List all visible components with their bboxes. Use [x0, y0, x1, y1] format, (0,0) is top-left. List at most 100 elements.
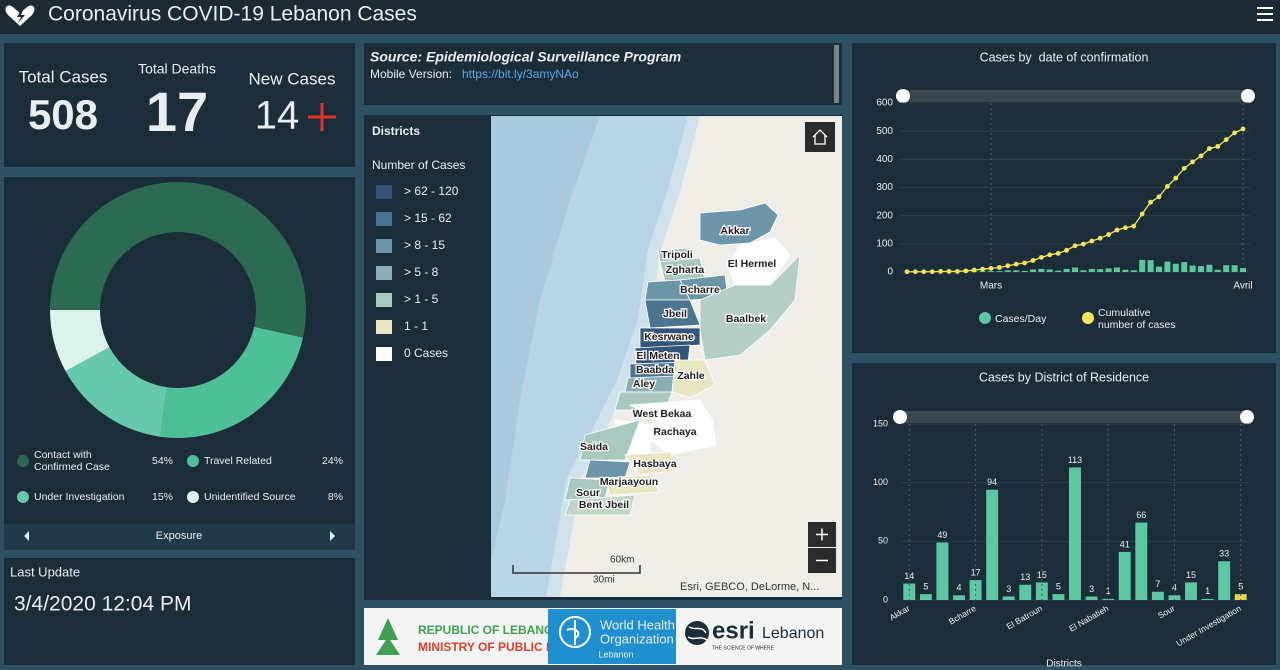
bar: [1055, 270, 1062, 272]
donut-segment: [160, 326, 303, 438]
value-label: 33: [1219, 549, 1229, 559]
bar: [1069, 467, 1081, 600]
bar: [1139, 259, 1146, 272]
point: [1064, 247, 1069, 253]
point: [1005, 263, 1011, 269]
legend-subtitle: Number of Cases: [372, 158, 465, 172]
district-label: Baabda: [636, 364, 674, 376]
prev-arrow[interactable]: [24, 531, 29, 541]
point: [1232, 130, 1237, 136]
value-label: 4: [956, 583, 961, 593]
point: [1047, 252, 1053, 258]
home-button[interactable]: [805, 122, 835, 152]
next-arrow[interactable]: [330, 531, 335, 541]
logo-text: THE SCIENCE OF WHERE: [712, 645, 775, 651]
chart-title: Cases by date of confirmation: [980, 50, 1149, 64]
who-emblem-staff: [566, 620, 580, 645]
update-value: 3/4/2020 12:04 PM: [14, 593, 191, 616]
bar: [1214, 269, 1221, 272]
point: [929, 269, 935, 275]
value-label: 94: [987, 477, 997, 487]
value-label: 24%: [322, 455, 343, 467]
y-tick-label: 300: [876, 182, 893, 193]
bar: [1035, 582, 1048, 600]
point: [1240, 126, 1246, 132]
chart-title: Cases by District of Residence: [979, 370, 1149, 384]
bar: [1002, 596, 1015, 600]
district-label: Jbeil: [663, 308, 687, 320]
map-legend: > 62 - 120 > 15 - 62 > 8 - 15 > 5 - 8 > …: [376, 184, 459, 361]
header-bar: [0, 0, 1280, 34]
logo-text: REPUBLIC OF LEBANON: [418, 623, 562, 637]
value-label: 5: [923, 582, 928, 592]
kpi-value: 14: [255, 94, 300, 138]
scale-mi: 30mi: [593, 575, 615, 586]
map[interactable]: Akkar Tripoli Zgharta El Hermel Bcharre …: [491, 116, 842, 597]
bar: [1156, 266, 1162, 272]
y-tick-label: 50: [878, 536, 888, 546]
source-title: Source: Epidemiological Surveillance Pro…: [370, 49, 681, 65]
district-label: Saida: [580, 441, 608, 453]
bar: [1234, 594, 1247, 600]
point: [1223, 137, 1229, 143]
district-label: West Bekaa: [633, 408, 692, 420]
donut-segment: [65, 347, 168, 437]
bar: [1004, 270, 1011, 272]
mobile-link[interactable]: https://bit.ly/3amyNAo: [462, 67, 579, 81]
value-label: 113: [1068, 455, 1082, 465]
legend-label: Under Investigation: [34, 491, 125, 503]
point: [1207, 146, 1212, 152]
y-tick-label: 200: [876, 210, 893, 221]
value-label: 3: [1089, 584, 1094, 594]
x-axis-title: Districts: [1046, 659, 1082, 670]
source-panel: [364, 43, 842, 105]
value-label: 15: [1186, 570, 1196, 580]
legend-item: 1 - 1: [404, 319, 428, 333]
bar: [903, 583, 916, 600]
menu-button[interactable]: [1257, 7, 1273, 21]
point: [1030, 258, 1036, 263]
logo-text: esri: [712, 617, 755, 644]
point: [1198, 153, 1204, 159]
bar: [1147, 260, 1154, 272]
bar: [1019, 584, 1032, 600]
district-label: Marjaayoun: [600, 476, 658, 488]
legend-label: Cumulative number of cases: [1098, 307, 1176, 331]
legend-label: Unidentified Source: [204, 491, 296, 503]
y-tick-label: 100: [876, 238, 893, 249]
zoom-in[interactable]: [808, 522, 836, 547]
logo-text: Lebanon: [598, 649, 633, 659]
point: [904, 269, 910, 275]
value-label: 3: [1006, 584, 1011, 594]
legend-item: > 62 - 120: [404, 184, 459, 198]
value-label: 17: [971, 567, 981, 577]
kpi-value: 508: [28, 91, 98, 138]
scrollbar[interactable]: [834, 45, 839, 103]
who-emblem: [559, 616, 591, 648]
x-tick-label: Mars: [980, 281, 1002, 292]
value-label: 54%: [152, 455, 173, 467]
legend-item: > 1 - 5: [404, 292, 439, 306]
range-slider[interactable]: [896, 89, 1255, 103]
point: [963, 268, 969, 274]
bar: [1052, 594, 1065, 600]
bar: [1105, 268, 1112, 272]
district-label: El Meten: [636, 350, 679, 362]
kpi-label: Total Cases: [19, 67, 108, 86]
value-label: 1: [1106, 586, 1111, 596]
legend-swatch: [17, 491, 29, 503]
y-tick-label: 0: [883, 594, 888, 604]
range-slider[interactable]: [893, 410, 1254, 424]
mobile-label: Mobile Version:: [370, 67, 452, 81]
legend-title: Districts: [372, 124, 420, 138]
point: [1131, 223, 1137, 229]
attribution: Esri, GEBCO, DeLorme, N...: [680, 581, 819, 593]
point: [921, 269, 927, 275]
legend-swatch: [17, 455, 29, 467]
zoom-out[interactable]: [808, 548, 836, 573]
bar: [1030, 269, 1036, 272]
point: [997, 265, 1002, 270]
bar: [953, 595, 965, 600]
value-label: 5: [1238, 582, 1243, 592]
